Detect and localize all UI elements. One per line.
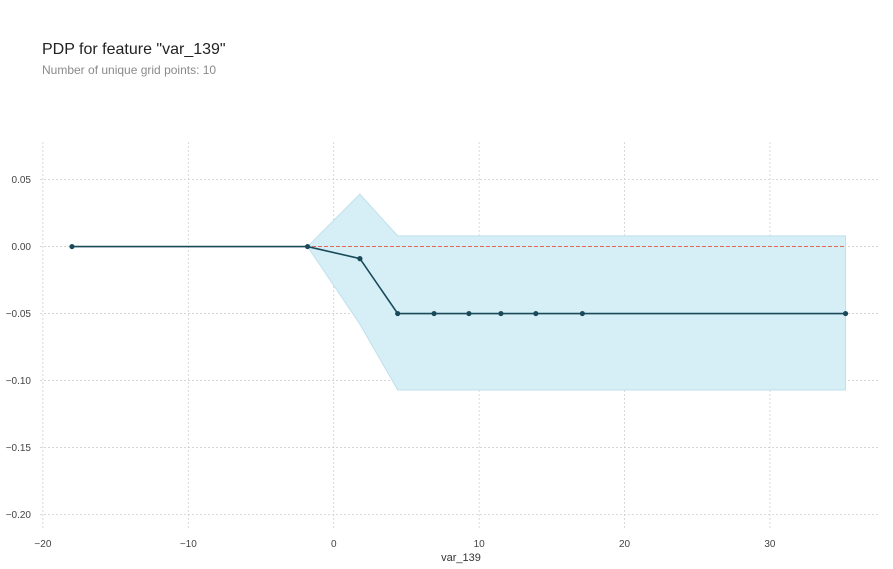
pdp-point [431,310,437,317]
pdp-point [498,310,504,317]
pdp-points-layer [69,243,849,317]
pdp-point [842,310,849,317]
y-tick-label: 0.00 [12,242,32,253]
x-tick-label: 20 [619,539,631,550]
y-tick-label: −0.20 [6,510,32,521]
chart-title: PDP for feature "var_139" [42,41,226,58]
pdp-point [395,310,401,317]
x-tick-label: −20 [34,539,51,550]
y-tick-label: −0.10 [6,376,32,387]
pdp-point [357,256,363,262]
pdp-point [466,310,472,317]
pdp-point [533,310,539,317]
pdp-point [579,310,585,317]
pdp-line-layer [71,245,846,315]
x-tick-label: −10 [180,539,197,550]
tick-label-layer: −20 −10 0 10 20 30 0.05 0.00 −0.05 −0.10 −0.15 −0.2… [6,175,776,550]
chart-subtitle: Number of unique grid points: 10 [42,63,217,77]
x-tick-label: 0 [331,539,337,550]
y-tick-label: −0.05 [6,309,32,320]
x-tick-label: 30 [764,539,776,550]
y-tick-label: −0.15 [6,443,32,454]
x-axis-label: var_139 [441,552,481,564]
y-tick-label: 0.05 [12,175,32,186]
pdp-point [69,243,75,250]
x-tick-label: 10 [474,539,486,550]
pdp-line [71,245,846,315]
pdp-point [304,243,311,250]
